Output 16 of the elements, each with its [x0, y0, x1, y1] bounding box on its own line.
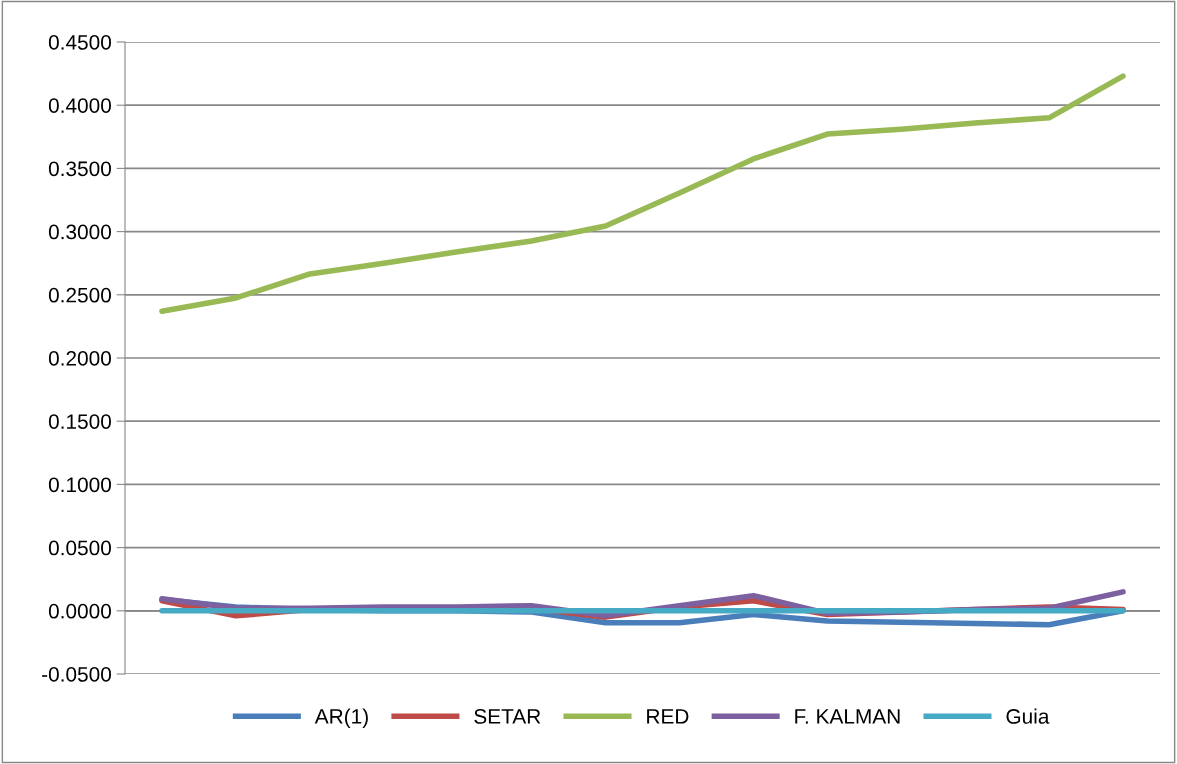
y-tick-label: 0.0500: [48, 540, 111, 556]
y-tick-label: 0.4000: [48, 98, 111, 113]
legend-label: RED: [647, 709, 689, 724]
y-tick-label: -0.0500: [42, 667, 111, 682]
y-tick-label: 0.2000: [48, 351, 111, 366]
legend-label: Guia: [1006, 708, 1050, 724]
y-tick-label: 0.2500: [48, 287, 111, 303]
legend-label: SETAR: [474, 709, 541, 724]
y-tick-label: 0.3500: [48, 161, 111, 177]
legend-label: F. KALMAN: [795, 709, 900, 724]
y-tick-label: 0.1500: [48, 414, 111, 429]
y-tick-label: 0.4500: [48, 35, 111, 50]
y-tick-label: 0.1000: [48, 477, 111, 493]
y-tick-label: 0.3000: [48, 224, 111, 240]
y-tick-label: 0.0000: [48, 603, 111, 619]
legend-label: AR(1): [314, 708, 368, 728]
